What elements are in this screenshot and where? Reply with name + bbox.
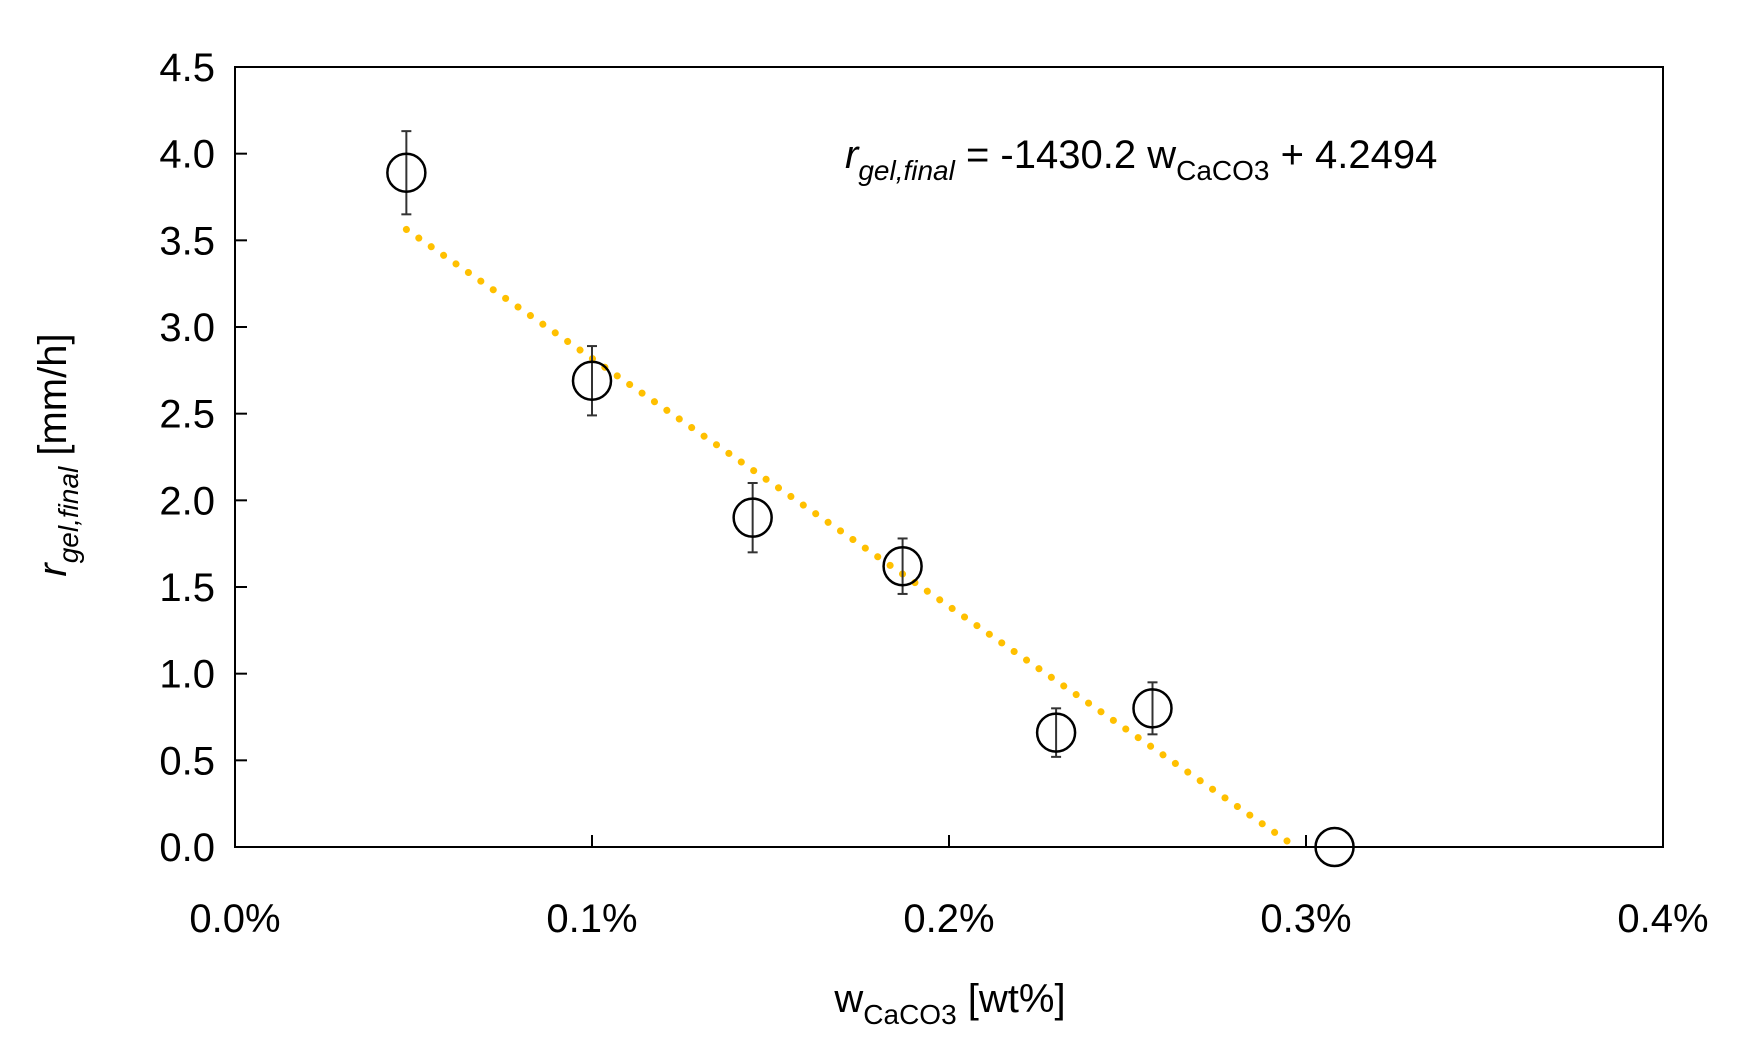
equation-var-sub: CaCO3 (1176, 155, 1269, 186)
y-tick-label: 1.0 (159, 653, 215, 697)
y-axis-title-unit: [mm/h] (31, 333, 75, 466)
y-tick-label: 3.0 (159, 306, 215, 350)
equation-rhs: + 4.2494 (1269, 133, 1437, 177)
y-axis-ticks: 0.0 0.5 1.0 1.5 2.0 2.5 3.0 3.5 4.0 4.5 (159, 46, 247, 870)
y-axis-title-sub: gel,final (53, 466, 84, 563)
equation-lhs: r (845, 133, 860, 177)
x-tick-label: 0.4% (1617, 897, 1708, 941)
data-point (732, 497, 773, 538)
y-axis-title: rgel,final [mm/h] (31, 333, 84, 576)
data-point (571, 360, 613, 401)
data-points (386, 130, 1355, 868)
x-axis-title-unit: [wt%] (957, 977, 1066, 1021)
y-tick-label: 4.0 (159, 133, 215, 177)
plot-area (234, 66, 1664, 848)
data-point (1314, 826, 1355, 868)
y-tick-label: 2.0 (159, 479, 215, 523)
x-axis-ticks: 0.0% 0.1% 0.2% 0.3% 0.4% (189, 835, 1709, 941)
y-tick-label: 3.5 (159, 219, 215, 263)
x-tick-label: 0.1% (546, 897, 637, 941)
data-point (1035, 712, 1077, 753)
trendline-group (402, 225, 1299, 851)
y-tick-label: 0.0 (159, 826, 215, 870)
y-tick-label: 2.5 (159, 393, 215, 437)
x-axis-title-sub: CaCO3 (863, 999, 956, 1030)
data-point (386, 152, 427, 193)
y-axis-title-main: r (31, 562, 75, 577)
y-tick-label: 0.5 (159, 739, 215, 783)
x-tick-label: 0.0% (189, 897, 280, 941)
x-axis-title-main: w (833, 977, 863, 1021)
x-tick-label: 0.3% (1260, 897, 1351, 941)
data-point (1132, 688, 1173, 729)
data-point (882, 545, 923, 587)
equation-middle: = -1430.2 w (955, 133, 1176, 177)
equation-label: rgel,final = -1430.2 wCaCO3 + 4.2494 (845, 133, 1437, 186)
x-tick-label: 0.2% (903, 897, 994, 941)
trendline (402, 225, 1299, 851)
equation-lhs-sub: gel,final (858, 155, 955, 186)
y-tick-label: 1.5 (159, 566, 215, 610)
x-axis-title: wCaCO3 [wt%] (833, 977, 1065, 1030)
y-tick-label: 4.5 (159, 46, 215, 90)
